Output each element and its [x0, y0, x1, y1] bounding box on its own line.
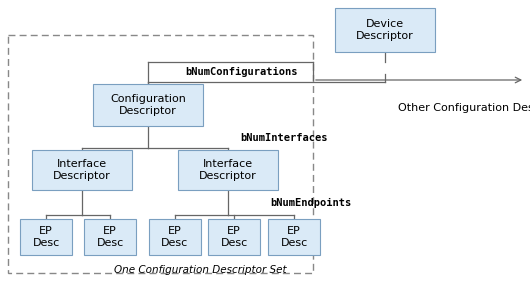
Text: Device
Descriptor: Device Descriptor: [356, 19, 414, 41]
Text: EP
Desc: EP Desc: [96, 226, 123, 248]
FancyBboxPatch shape: [93, 84, 203, 126]
Text: EP
Desc: EP Desc: [280, 226, 307, 248]
Text: bNumEndpoints: bNumEndpoints: [270, 198, 351, 208]
FancyBboxPatch shape: [20, 219, 72, 255]
Text: bNumInterfaces: bNumInterfaces: [240, 133, 328, 143]
FancyBboxPatch shape: [208, 219, 260, 255]
Text: EP
Desc: EP Desc: [161, 226, 189, 248]
Text: Interface
Descriptor: Interface Descriptor: [199, 159, 257, 181]
Text: EP
Desc: EP Desc: [220, 226, 248, 248]
Text: bNumConfigurations: bNumConfigurations: [185, 67, 297, 77]
FancyBboxPatch shape: [178, 150, 278, 190]
FancyBboxPatch shape: [84, 219, 136, 255]
Text: EP
Desc: EP Desc: [32, 226, 59, 248]
FancyBboxPatch shape: [335, 8, 435, 52]
Text: Configuration
Descriptor: Configuration Descriptor: [110, 94, 186, 116]
FancyBboxPatch shape: [268, 219, 320, 255]
Text: One Configuration Descriptor Set: One Configuration Descriptor Set: [114, 265, 286, 275]
Text: Other Configuration Descriptors: Other Configuration Descriptors: [398, 103, 530, 113]
FancyBboxPatch shape: [149, 219, 201, 255]
Text: Interface
Descriptor: Interface Descriptor: [53, 159, 111, 181]
FancyBboxPatch shape: [32, 150, 132, 190]
